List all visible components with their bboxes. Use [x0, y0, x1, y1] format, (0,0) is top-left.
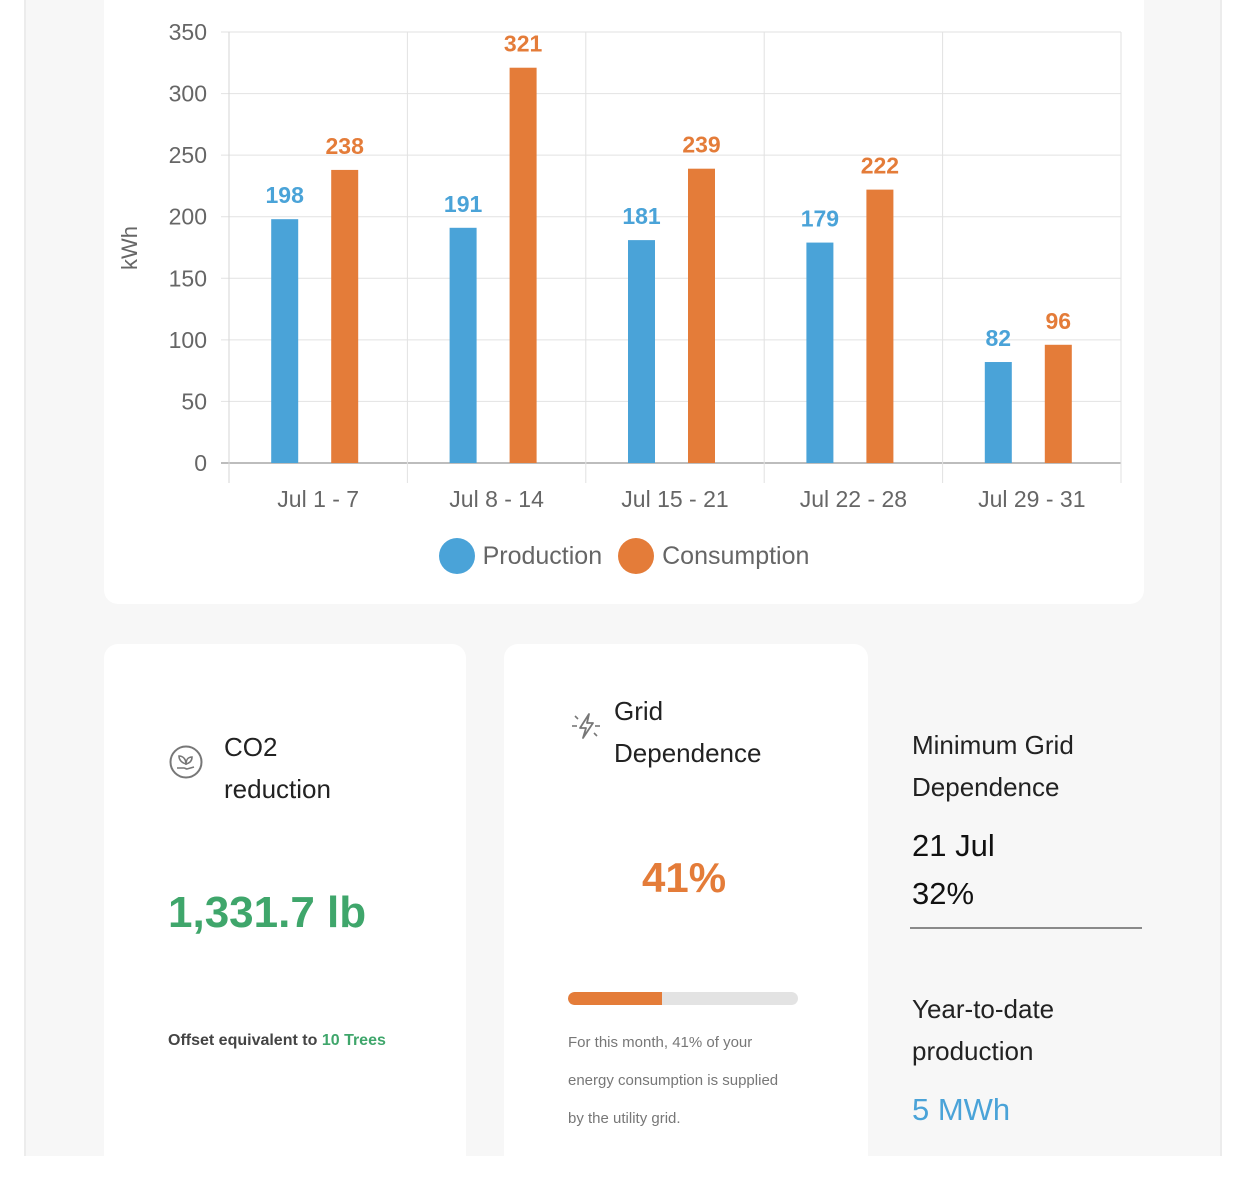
bar-production — [449, 227, 477, 463]
min-grid-label-line2: Dependence — [912, 772, 1060, 802]
co2-offset-text: Offset equivalent to 10 Trees — [168, 1022, 428, 1060]
data-label: 82 — [986, 325, 1012, 351]
data-label: 238 — [326, 133, 365, 159]
legend-label-consumption: Consumption — [662, 541, 810, 570]
leaf-hand-icon — [168, 744, 204, 785]
co2-title-line2: reduction — [224, 774, 331, 804]
grid-dependence-card: Grid Dependence 41% For this month, 41% … — [504, 644, 868, 1184]
data-label: 191 — [444, 191, 483, 217]
production-swatch — [438, 538, 475, 574]
legend-label-production: Production — [482, 541, 603, 570]
y-tick-label: 100 — [169, 327, 207, 353]
grid-dependence-progress — [568, 992, 798, 1005]
lightning-icon — [568, 708, 604, 749]
grid-desc-line1: For this month, 41% of your — [568, 1034, 753, 1051]
energy-bar-chart: 0 50 100 150 200 250 300 350 kWh 198 238 Jul 1 - 7 1… — [117, 19, 1122, 512]
min-grid-label: Minimum Grid Dependence — [912, 724, 1074, 808]
consumption-swatch — [618, 538, 655, 574]
grid-dependence-value: 41% — [642, 854, 727, 901]
bar-consumption — [688, 168, 715, 463]
chart-legend: Production Consumption — [104, 538, 1144, 574]
bar-production — [984, 362, 1012, 463]
bar-consumption — [1044, 344, 1072, 463]
ytd-label-line1: Year-to-date — [912, 994, 1055, 1024]
y-tick-label: 50 — [181, 388, 207, 414]
data-label: 239 — [682, 132, 720, 158]
y-tick-label: 200 — [169, 204, 207, 230]
bar-production — [628, 240, 655, 463]
y-tick-label: 300 — [169, 81, 207, 107]
legend-item-production[interactable]: Production — [438, 538, 603, 574]
legend-item-consumption[interactable]: Consumption — [618, 538, 809, 574]
min-grid-label-line1: Minimum Grid — [912, 730, 1074, 760]
min-grid-percent: 32% — [912, 876, 975, 911]
x-tick-label: Jul 29 - 31 — [978, 486, 1085, 512]
x-tick-label: Jul 8 - 14 — [449, 486, 544, 512]
offset-count: 10 — [321, 1032, 340, 1049]
grid-title-line1: Grid — [614, 696, 664, 726]
bar-consumption — [509, 67, 537, 463]
min-grid-values: 21 Jul 32% — [912, 822, 995, 918]
y-tick-label: 0 — [194, 450, 207, 476]
data-label: 198 — [266, 182, 305, 208]
grid-title-line2: Dependence — [614, 738, 762, 768]
offset-prefix: Offset equivalent to — [168, 1032, 318, 1049]
ytd-label-line2: production — [912, 1036, 1034, 1066]
y-tick-label: 350 — [169, 19, 207, 45]
min-grid-date: 21 Jul — [912, 828, 995, 863]
x-tick-label: Jul 22 - 28 — [800, 486, 907, 512]
offset-unit: Trees — [344, 1032, 386, 1049]
bar-consumption — [331, 169, 359, 464]
bar-consumption — [866, 189, 894, 463]
ytd-value: 5 MWh — [912, 1092, 1011, 1127]
stats-divider — [910, 927, 1142, 929]
y-tick-label: 150 — [169, 265, 207, 291]
data-label: 179 — [801, 206, 839, 232]
bar-production — [806, 242, 834, 463]
x-tick-label: Jul 1 - 7 — [277, 486, 359, 512]
data-label: 222 — [861, 153, 899, 179]
data-label: 96 — [1046, 308, 1072, 334]
co2-title-line1: CO2 — [224, 732, 278, 762]
co2-value: 1,331.7 lb — [168, 888, 367, 937]
grid-desc-line2: energy consumption is supplied — [568, 1072, 779, 1089]
y-axis-label: kWh — [117, 226, 142, 270]
grid-dependence-progress-fill — [568, 992, 663, 1005]
ytd-label: Year-to-date production — [912, 988, 1054, 1072]
co2-reduction-card: CO2 reduction 1,331.7 lb Offset equivale… — [104, 644, 466, 1184]
x-tick-label: Jul 15 - 21 — [621, 486, 728, 512]
grid-description: For this month, 41% of your energy consu… — [568, 1024, 848, 1138]
y-tick-label: 250 — [169, 142, 207, 168]
bar-production — [271, 219, 299, 463]
grid-desc-line3: by the utility grid. — [568, 1110, 681, 1127]
data-label: 321 — [504, 31, 543, 57]
data-label: 181 — [622, 203, 661, 229]
